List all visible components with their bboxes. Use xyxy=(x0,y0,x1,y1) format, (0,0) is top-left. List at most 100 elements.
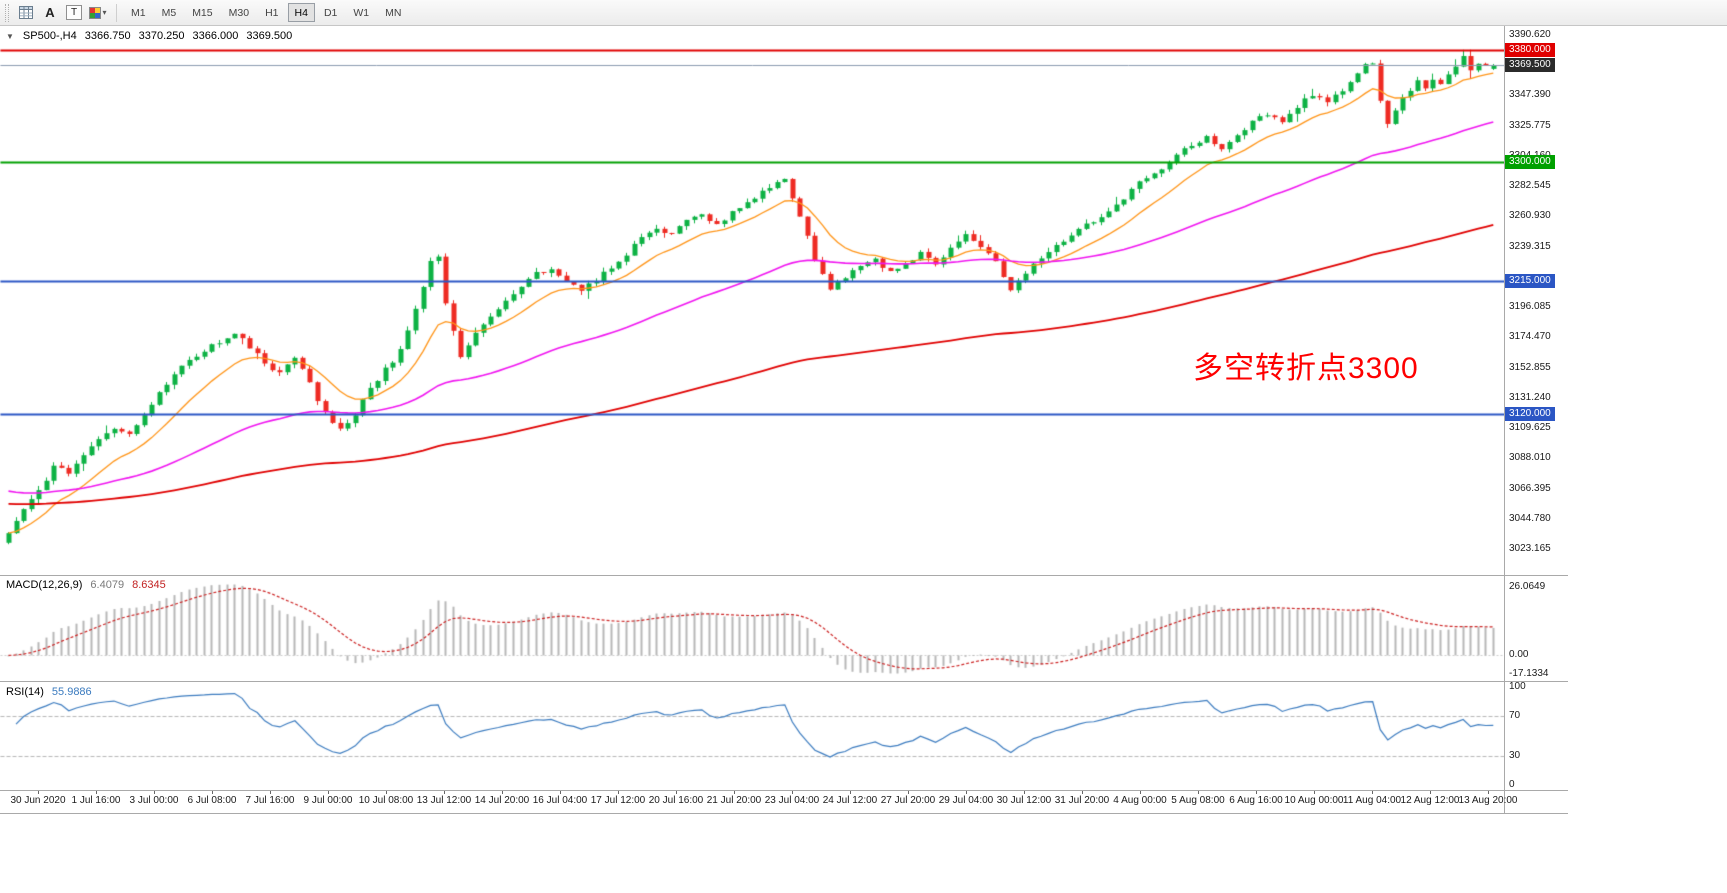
time-axis-tick xyxy=(1140,791,1141,794)
rsi-panel-canvas[interactable] xyxy=(0,682,1504,790)
price-chart-canvas[interactable] xyxy=(0,26,1504,575)
time-axis-label: 4 Aug 00:00 xyxy=(1113,795,1167,806)
time-axis-label: 30 Jun 2020 xyxy=(10,795,66,806)
time-axis-label: 13 Aug 20:00 xyxy=(1458,795,1518,806)
time-axis-tick xyxy=(444,791,445,794)
time-axis-label: 7 Jul 16:00 xyxy=(245,795,295,806)
rsi-scale-label: 0 xyxy=(1509,779,1515,790)
rsi-header: RSI(14) 55.9886 xyxy=(6,686,92,698)
time-axis-tick xyxy=(1314,791,1315,794)
time-axis-label: 10 Jul 08:00 xyxy=(358,795,414,806)
tf-button-m5[interactable]: M5 xyxy=(161,6,177,19)
time-axis-label: 30 Jul 12:00 xyxy=(996,795,1052,806)
ohlc-close: 3369.500 xyxy=(246,30,293,42)
rsi-scale-label: 70 xyxy=(1509,710,1521,722)
colors-button[interactable]: ▾ xyxy=(87,3,109,23)
time-axis-tick xyxy=(966,791,967,794)
price-scale-label: 3088.010 xyxy=(1509,452,1551,464)
tf-button-d1[interactable]: D1 xyxy=(323,6,338,19)
ohlc-high: 3370.250 xyxy=(138,30,185,42)
time-axis-tick xyxy=(386,791,387,794)
table-icon xyxy=(19,6,33,19)
text-tool-button[interactable]: T xyxy=(63,3,85,23)
time-axis-tick xyxy=(1372,791,1373,794)
scale-divider xyxy=(1504,26,1505,813)
tf-button-m30[interactable]: M30 xyxy=(228,6,250,19)
time-axis: 30 Jun 2020 1 Jul 16:00 3 Jul 00:00 6 Jul 0… xyxy=(0,791,1517,813)
time-axis-tick xyxy=(270,791,271,794)
font-tool-button[interactable]: A xyxy=(39,3,61,23)
time-axis-label: 11 Aug 04:00 xyxy=(1342,795,1402,806)
time-axis-label: 6 Jul 08:00 xyxy=(187,795,237,806)
ohlc-open: 3366.750 xyxy=(84,30,131,42)
rsi-value: 55.9886 xyxy=(51,686,92,698)
time-axis-tick xyxy=(328,791,329,794)
price-scale-label: 3390.620 xyxy=(1509,29,1551,40)
macd-scale-label: 0.00 xyxy=(1509,648,1529,660)
macd-label: MACD(12,26,9) xyxy=(6,579,83,591)
price-scale-label: 3131.240 xyxy=(1509,391,1551,403)
rsi-label: RSI(14) xyxy=(6,686,44,698)
macd-main-value: 6.4079 xyxy=(90,579,125,591)
text-t-icon: T xyxy=(66,5,82,20)
tf-button-m1[interactable]: M1 xyxy=(131,6,146,19)
rsi-scale-label: 30 xyxy=(1509,749,1521,761)
price-badge: 3120.000 xyxy=(1505,406,1555,421)
price-badge: 3215.000 xyxy=(1505,273,1555,288)
macd-signal-value: 8.6345 xyxy=(132,579,166,591)
time-axis-label: 5 Aug 08:00 xyxy=(1171,795,1225,806)
price-scale-label: 3347.390 xyxy=(1509,89,1551,101)
price-badge: 3380.000 xyxy=(1505,42,1555,57)
time-axis-tick xyxy=(1198,791,1199,794)
macd-scale-label: 26.0649 xyxy=(1509,581,1546,592)
price-scale-label: 3239.315 xyxy=(1509,240,1551,252)
time-axis-tick xyxy=(96,791,97,794)
time-axis-tick xyxy=(502,791,503,794)
panel-splitter-rsi[interactable] xyxy=(0,681,1568,682)
time-axis-label: 16 Jul 04:00 xyxy=(532,795,588,806)
time-axis-label: 12 Aug 12:00 xyxy=(1400,795,1460,806)
tf-button-mn[interactable]: MN xyxy=(385,6,402,19)
time-axis-label: 21 Jul 20:00 xyxy=(706,795,762,806)
tf-button-h4[interactable]: H4 xyxy=(287,3,315,22)
time-axis-tick xyxy=(154,791,155,794)
tf-button-h1[interactable]: H1 xyxy=(265,6,279,19)
price-scale-label: 3196.085 xyxy=(1509,301,1551,313)
time-axis-label: 27 Jul 20:00 xyxy=(880,795,936,806)
time-axis-label: 14 Jul 20:00 xyxy=(474,795,530,806)
axis-divider xyxy=(0,790,1568,791)
collapse-arrow-icon[interactable]: ▼ xyxy=(6,32,14,41)
time-axis-label: 3 Jul 00:00 xyxy=(129,795,179,806)
time-axis-tick xyxy=(850,791,851,794)
time-axis-tick xyxy=(1024,791,1025,794)
price-badge: 3369.500 xyxy=(1505,57,1555,72)
price-badge: 3300.000 xyxy=(1505,154,1555,169)
toolbar-grip[interactable] xyxy=(5,3,9,22)
time-axis-tick xyxy=(792,791,793,794)
panel-splitter-macd[interactable] xyxy=(0,575,1568,576)
bottom-border xyxy=(0,813,1568,814)
price-scale-label: 3066.395 xyxy=(1509,482,1551,494)
data-table-button[interactable] xyxy=(15,3,37,23)
font-a-icon: A xyxy=(45,5,55,20)
annotation-text: 多空转折点3300 xyxy=(1193,352,1419,385)
macd-panel-canvas[interactable] xyxy=(0,576,1504,681)
price-scale-label: 3109.625 xyxy=(1509,422,1551,434)
palette-icon xyxy=(89,6,102,19)
time-axis-label: 17 Jul 12:00 xyxy=(590,795,646,806)
time-axis-label: 23 Jul 04:00 xyxy=(764,795,820,806)
time-axis-tick xyxy=(618,791,619,794)
time-axis-label: 10 Aug 00:00 xyxy=(1284,795,1344,806)
time-axis-tick xyxy=(676,791,677,794)
price-scale-label: 3044.780 xyxy=(1509,512,1551,524)
tf-button-m15[interactable]: M15 xyxy=(192,6,213,19)
time-axis-tick xyxy=(560,791,561,794)
time-axis-label: 9 Jul 00:00 xyxy=(303,795,353,806)
time-axis-tick xyxy=(1256,791,1257,794)
time-axis-tick xyxy=(212,791,213,794)
time-axis-tick xyxy=(734,791,735,794)
tf-button-w1[interactable]: W1 xyxy=(353,6,370,19)
time-axis-tick xyxy=(1430,791,1431,794)
